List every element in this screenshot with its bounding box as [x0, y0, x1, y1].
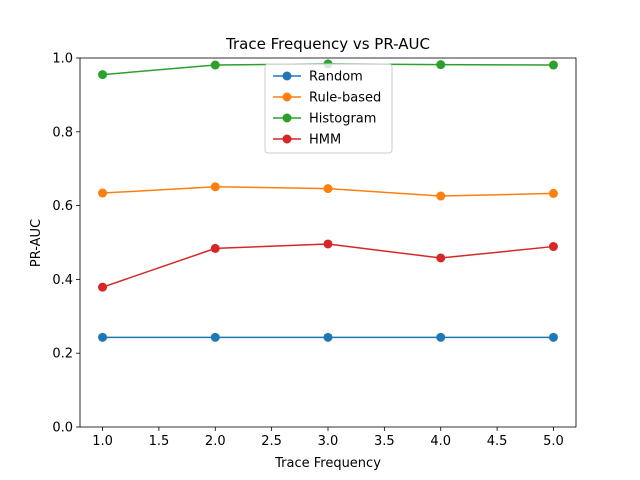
data-point-random	[548, 332, 558, 342]
data-point-random	[323, 332, 333, 342]
y-axis-label: PR-AUC	[29, 219, 44, 267]
x-tick-label: 3.5	[374, 434, 395, 449]
y-tick-label: 0.0	[52, 421, 73, 436]
data-point-rule-based	[548, 188, 558, 198]
legend-marker-random	[282, 71, 292, 81]
legend-label-rule-based: Rule-based	[309, 91, 381, 106]
x-tick-label: 1.0	[92, 434, 113, 449]
y-tick-label: 0.4	[52, 273, 73, 288]
data-point-histogram	[548, 60, 558, 70]
legend-label-hmm: HMM	[309, 133, 341, 148]
y-tick-label: 0.2	[52, 347, 73, 362]
y-tick-label: 1.0	[52, 52, 73, 67]
x-tick-label: 1.5	[149, 434, 170, 449]
data-point-hmm	[98, 282, 108, 292]
data-point-rule-based	[436, 191, 446, 201]
data-point-histogram	[436, 60, 446, 70]
data-point-hmm	[436, 253, 446, 263]
plot-area: 1.0 1.5 2.0 2.5 3.0 3.5 4.0 4.5 5.0 0.0 0.2 0.4 0.6 0…	[52, 52, 577, 449]
legend-box	[264, 63, 393, 154]
data-point-hmm	[323, 239, 333, 249]
y-tick-label: 0.8	[52, 125, 73, 140]
data-point-random	[210, 332, 220, 342]
x-tick-label: 3.0	[318, 434, 339, 449]
x-tick-label: 4.0	[430, 434, 451, 449]
legend-marker-histogram	[282, 113, 292, 123]
data-point-rule-based	[210, 182, 220, 192]
data-point-histogram	[98, 70, 108, 80]
x-axis-label: Trace Frequency	[274, 456, 381, 471]
data-point-rule-based	[98, 188, 108, 198]
data-point-random	[98, 332, 108, 342]
data-point-hmm	[548, 242, 558, 252]
x-tick-label: 2.0	[205, 434, 226, 449]
data-point-histogram	[210, 60, 220, 70]
legend: Random Rule-based Histogram HMM	[264, 63, 393, 154]
legend-marker-hmm	[282, 134, 292, 144]
data-point-rule-based	[323, 184, 333, 194]
x-tick-label: 5.0	[543, 434, 564, 449]
data-point-hmm	[210, 243, 220, 253]
x-tick-label: 2.5	[261, 434, 282, 449]
x-tick-label: 4.5	[487, 434, 508, 449]
legend-marker-rule-based	[282, 92, 292, 102]
axes-frame	[79, 57, 577, 428]
legend-label-random: Random	[309, 70, 363, 85]
legend-label-histogram: Histogram	[309, 112, 376, 127]
chart-title: Trace Frequency vs PR-AUC	[225, 35, 430, 53]
data-point-random	[436, 332, 446, 342]
y-tick-label: 0.6	[52, 199, 73, 214]
